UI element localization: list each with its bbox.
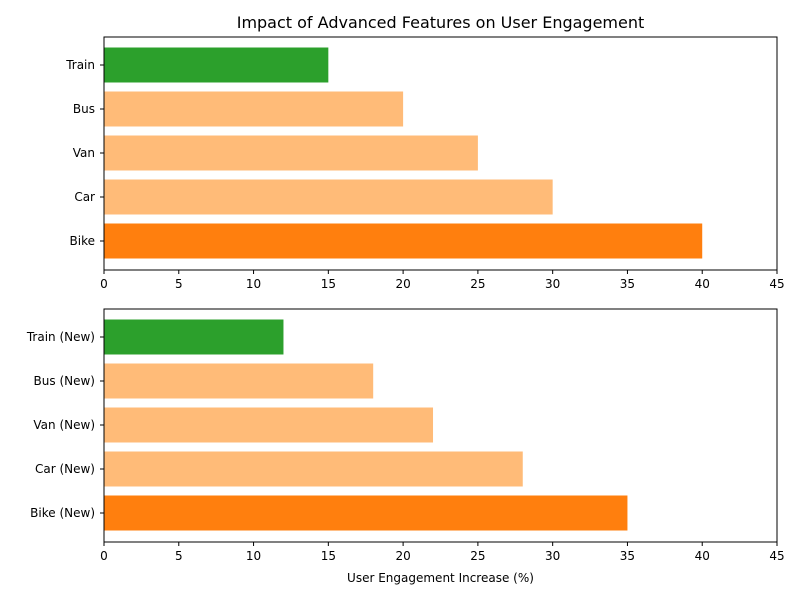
bar-bus — [104, 91, 404, 127]
x-tick-label: 20 — [395, 549, 410, 563]
x-tick-label: 40 — [695, 277, 710, 291]
bar-train — [104, 47, 329, 83]
bar-bus-new — [104, 363, 374, 399]
plot-frame — [103, 36, 778, 271]
plot-frame — [103, 308, 778, 543]
y-tick-label: Car — [74, 190, 95, 204]
y-tick-label: Train — [65, 58, 95, 72]
x-tick-label: 0 — [100, 549, 108, 563]
y-tick-label: Train (New) — [26, 330, 95, 344]
x-tick-label: 35 — [620, 277, 635, 291]
y-tick-label: Car (New) — [35, 462, 95, 476]
x-tick-label: 5 — [175, 277, 183, 291]
y-tick-label: Bus — [73, 102, 95, 116]
y-tick-label: Bus (New) — [34, 374, 95, 388]
x-tick-label: 0 — [100, 277, 108, 291]
y-tick-label: Van — [73, 146, 95, 160]
x-tick-label: 25 — [470, 549, 485, 563]
bar-van — [104, 135, 478, 171]
x-tick-label: 45 — [769, 549, 784, 563]
bar-train-new — [104, 319, 284, 355]
bar-van-new — [104, 407, 434, 443]
y-tick-label: Bike (New) — [30, 506, 95, 520]
top-chart-panel: Bike Car Van Bus Train 0 5 10 15 20 25 30 35 40 45 Impa… — [65, 13, 784, 291]
x-tick-label: 15 — [321, 549, 336, 563]
x-tick-label: 30 — [545, 549, 560, 563]
x-tick-label: 25 — [470, 277, 485, 291]
bar-car — [104, 179, 553, 215]
bar-bike — [104, 223, 703, 259]
y-tick-label: Bike — [70, 234, 95, 248]
x-tick-label: 10 — [246, 277, 261, 291]
x-axis-title: User Engagement Increase (%) — [347, 571, 534, 585]
bar-car-new — [104, 451, 523, 487]
x-tick-label: 35 — [620, 549, 635, 563]
chart-title: Impact of Advanced Features on User Enga… — [237, 13, 645, 32]
bar-bike-new — [104, 495, 628, 531]
x-tick-label: 20 — [395, 277, 410, 291]
x-tick-label: 45 — [769, 277, 784, 291]
x-tick-label: 40 — [695, 549, 710, 563]
bottom-chart-panel: Bike (New) Car (New) Van (New) Bus (New) Tra… — [26, 308, 785, 585]
x-tick-label: 15 — [321, 277, 336, 291]
x-tick-label: 10 — [246, 549, 261, 563]
x-tick-label: 30 — [545, 277, 560, 291]
y-tick-label: Van (New) — [33, 418, 95, 432]
x-tick-label: 5 — [175, 549, 183, 563]
